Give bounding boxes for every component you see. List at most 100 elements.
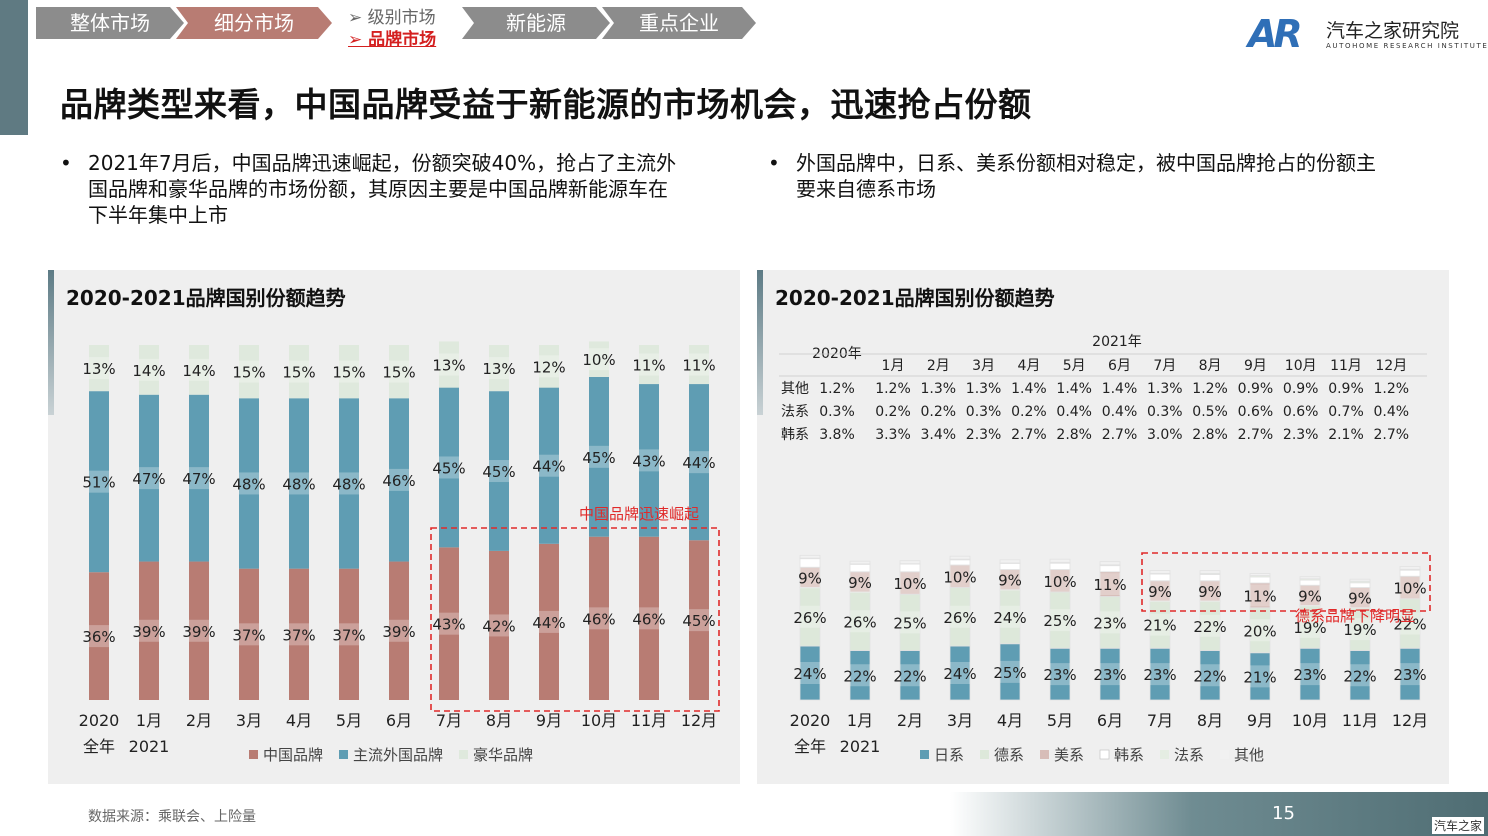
data-label: 9% (1148, 583, 1172, 601)
bar-主流外国品牌 (89, 391, 109, 573)
label-band (689, 451, 709, 474)
data-label: 22% (1393, 616, 1426, 634)
bar-其他 (1399, 566, 1421, 570)
label-band (339, 472, 359, 495)
data-label: 26% (943, 609, 976, 627)
legend-swatch (1040, 750, 1049, 759)
table-cell: 1.2% (875, 381, 911, 397)
nav-tab-key-companies[interactable]: 重点企业 (602, 7, 756, 39)
table-cell: 1.3% (966, 381, 1002, 397)
bar-韩系 (1299, 579, 1321, 586)
bullet-left: • 2021年7月后，中国品牌迅速崛起，份额突破40%，抢占了主流外 国品牌和豪… (60, 150, 676, 228)
bar-主流外国品牌 (339, 398, 359, 569)
bar-主流外国品牌 (589, 376, 609, 537)
x-tick-label: 9月 (536, 711, 562, 730)
data-label: 45% (482, 463, 515, 481)
x-tick-label: 3月 (947, 711, 973, 730)
legend-label: 法系 (1174, 746, 1204, 764)
table-cell: 1.4% (1056, 381, 1092, 397)
data-label: 14% (182, 362, 215, 380)
label-band (900, 572, 920, 594)
data-label: 39% (132, 623, 165, 641)
table-cell: 0.7% (1328, 404, 1364, 420)
table-cell: 0.9% (1328, 381, 1364, 397)
x-tick-label: 7月 (1147, 711, 1173, 730)
label-band (139, 358, 159, 381)
label-band (1300, 663, 1320, 686)
bar-中国品牌 (139, 561, 159, 700)
legend-swatch (459, 750, 468, 759)
label-band (1200, 614, 1220, 637)
data-label: 47% (182, 470, 215, 488)
data-label: 25% (893, 614, 926, 632)
bar-主流外国品牌 (689, 384, 709, 541)
label-band (239, 623, 259, 646)
bar-豪华品牌 (539, 345, 559, 388)
subnav-brand-market[interactable]: ➢ 品牌市场 (348, 30, 437, 50)
bar-韩系 (1349, 582, 1371, 588)
table-group-header: 2021年 (1092, 334, 1142, 350)
panel-accent (48, 270, 54, 415)
nav-tab-overall[interactable]: 整体市场 (36, 7, 184, 39)
bar-其他 (1099, 561, 1121, 566)
data-label: 45% (432, 459, 465, 477)
data-label: 23% (1093, 614, 1126, 632)
x-tick-label: 11月 (631, 711, 667, 730)
table-cell: 0.6% (1283, 404, 1319, 420)
annotation-text: 德系品牌下降明显 (1295, 607, 1415, 625)
label-band (1200, 579, 1220, 602)
table-column-header: 4月 (1017, 358, 1040, 374)
nav-tab-shape-0 (36, 7, 184, 39)
label-band (639, 353, 659, 376)
legend-label: 德系 (994, 746, 1024, 764)
data-label: 45% (582, 449, 615, 467)
data-label: 13% (432, 357, 465, 375)
nav-tab-segment[interactable]: 细分市场 (176, 7, 332, 39)
label-band (489, 357, 509, 380)
bar-韩系 (799, 558, 821, 568)
x-tick-label: 3月 (236, 711, 262, 730)
bar-韩系 (1199, 574, 1221, 582)
bar-中国品牌 (639, 536, 659, 700)
label-band (1000, 605, 1020, 628)
data-label: 15% (332, 364, 365, 382)
x-tick-label: 11月 (1342, 711, 1378, 730)
nav-tab-shape-3 (602, 7, 756, 39)
legend-label: 豪华品牌 (473, 746, 533, 764)
subnav-level-market[interactable]: ➢ 级别市场 (348, 8, 436, 28)
label-band (439, 612, 459, 635)
x-tick-label: 2020 (79, 711, 120, 730)
data-label: 24% (793, 665, 826, 683)
label-band (89, 625, 109, 648)
data-label: 15% (382, 364, 415, 382)
table-cell: 2.7% (1102, 427, 1138, 443)
bar-豪华品牌 (439, 341, 459, 388)
bar-韩系 (949, 559, 971, 566)
nav-tab-new-energy[interactable]: 新能源 (462, 7, 610, 39)
label-band (1100, 573, 1120, 596)
bullet-right-line: 要来自德系市场 (796, 177, 936, 201)
table-column-header: 12月 (1375, 358, 1407, 374)
table-cell: 2.3% (1283, 427, 1319, 443)
label-band (139, 619, 159, 642)
bar-主流外国品牌 (139, 394, 159, 562)
table-cell: 0.2% (1011, 404, 1047, 420)
table-cell: 0.3% (1147, 404, 1183, 420)
bullet-right-dot: • (768, 151, 780, 175)
annotation-box (1141, 552, 1431, 612)
table-column-header: 1月 (882, 358, 905, 374)
data-source: 数据来源：乘联会、上险量 (88, 809, 256, 825)
data-label: 14% (132, 362, 165, 380)
bullet-left-line: 国品牌和豪华品牌的市场份额，其原因主要是中国品牌新能源车在 (88, 177, 668, 201)
data-label: 22% (1193, 667, 1226, 685)
bar-豪华品牌 (289, 345, 309, 399)
x-tick-label: 8月 (1197, 711, 1223, 730)
data-label: 44% (532, 458, 565, 476)
legend-swatch (1220, 750, 1229, 759)
label-band (1050, 569, 1070, 592)
table-cell: 2.3% (966, 427, 1002, 443)
table-cell: 1.2% (1374, 381, 1410, 397)
bar-主流外国品牌 (239, 398, 259, 569)
legend-swatch (249, 750, 258, 759)
data-label: 11% (1243, 587, 1276, 605)
